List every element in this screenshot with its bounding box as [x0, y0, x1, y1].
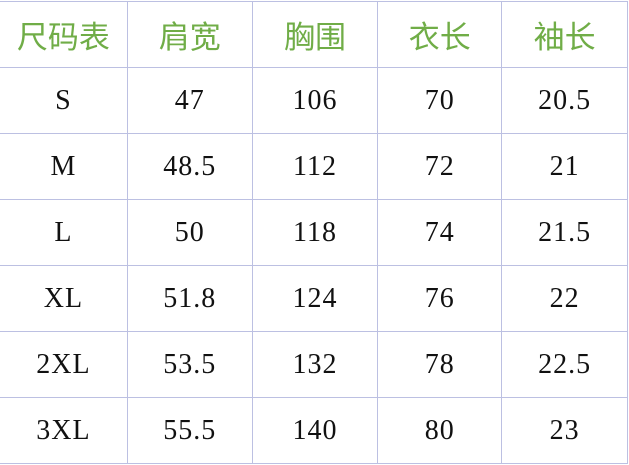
- measurement-cell: 76: [377, 265, 503, 332]
- table-row: 2XL 53.5 132 78 22.5: [0, 331, 628, 398]
- header-row: 尺码表 肩宽 胸围 衣长 袖长: [0, 1, 628, 68]
- measurement-cell: 132: [251, 331, 379, 398]
- measurement-cell: 72: [377, 133, 503, 200]
- measurement-cell: 20.5: [501, 67, 628, 134]
- table-row: L 50 118 74 21.5: [0, 199, 628, 266]
- measurement-cell: 118: [251, 199, 379, 266]
- measurement-cell: 21: [501, 133, 628, 200]
- column-header: 尺码表: [0, 1, 128, 68]
- measurement-cell: 51.8: [126, 265, 253, 332]
- measurement-cell: 48.5: [126, 133, 253, 200]
- measurement-cell: 78: [377, 331, 503, 398]
- column-header: 袖长: [501, 1, 628, 68]
- measurement-cell: 47: [126, 67, 253, 134]
- column-header: 胸围: [251, 1, 379, 68]
- table-row: XL 51.8 124 76 22: [0, 265, 628, 332]
- column-header: 衣长: [377, 1, 503, 68]
- measurement-cell: 80: [377, 397, 503, 464]
- size-cell: M: [0, 133, 128, 200]
- table-row: 3XL 55.5 140 80 23: [0, 397, 628, 464]
- size-cell: L: [0, 199, 128, 266]
- measurement-cell: 22.5: [501, 331, 628, 398]
- measurement-cell: 22: [501, 265, 628, 332]
- measurement-cell: 50: [126, 199, 253, 266]
- measurement-cell: 140: [251, 397, 379, 464]
- size-cell: 2XL: [0, 331, 128, 398]
- measurement-cell: 106: [251, 67, 379, 134]
- table-row: S 47 106 70 20.5: [0, 67, 628, 134]
- measurement-cell: 23: [501, 397, 628, 464]
- measurement-cell: 112: [251, 133, 379, 200]
- size-cell: XL: [0, 265, 128, 332]
- measurement-cell: 74: [377, 199, 503, 266]
- table-row: M 48.5 112 72 21: [0, 133, 628, 200]
- measurement-cell: 124: [251, 265, 379, 332]
- measurement-cell: 70: [377, 67, 503, 134]
- size-cell: 3XL: [0, 397, 128, 464]
- column-header: 肩宽: [126, 1, 253, 68]
- measurement-cell: 55.5: [126, 397, 253, 464]
- size-cell: S: [0, 67, 128, 134]
- measurement-cell: 53.5: [126, 331, 253, 398]
- measurement-cell: 21.5: [501, 199, 628, 266]
